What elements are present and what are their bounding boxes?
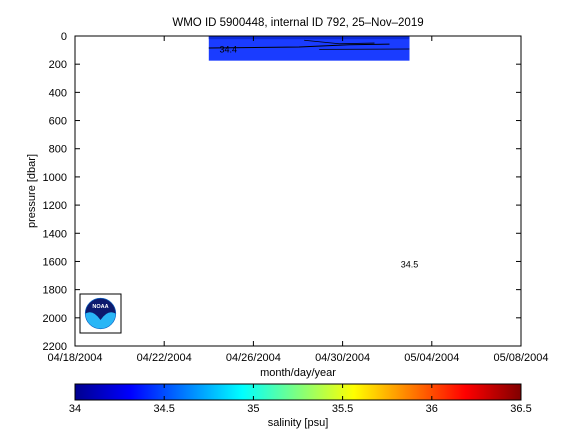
y-tick-label: 1600 bbox=[43, 256, 67, 268]
x-tick-label: 04/22/2004 bbox=[137, 352, 192, 364]
y-tick-label: 1400 bbox=[43, 228, 67, 240]
colorbar: 34 34.5 35 35.5 36 36.5 salinity [psu] bbox=[69, 383, 532, 429]
chart-title: WMO ID 5900448, internal ID 792, 25–Nov–… bbox=[172, 17, 423, 29]
y-tick-label: 200 bbox=[49, 59, 67, 71]
svg-text:NOAA: NOAA bbox=[92, 304, 108, 310]
salinity-contour-line bbox=[208, 43, 390, 49]
colorbar-tick-label: 35 bbox=[247, 403, 259, 415]
noaa-logo: NOAA bbox=[79, 293, 122, 334]
x-axis: 04/18/2004 04/22/2004 04/26/2004 04/30/2004… bbox=[47, 36, 549, 364]
colorbar-tick-label: 34.5 bbox=[153, 403, 174, 415]
y-tick-label: 800 bbox=[49, 144, 67, 156]
colorbar-label: salinity [psu] bbox=[268, 417, 329, 429]
x-tick-label: 05/04/2004 bbox=[404, 352, 459, 364]
x-tick-label: 04/18/2004 bbox=[47, 352, 102, 364]
y-tick-label: 2200 bbox=[43, 341, 67, 353]
y-tick-label: 1200 bbox=[43, 200, 67, 212]
y-tick-label: 0 bbox=[61, 31, 67, 43]
y-tick-label: 400 bbox=[49, 87, 67, 99]
x-tick-label: 04/26/2004 bbox=[226, 352, 281, 364]
y-axis: 0 200 400 600 800 1000 1200 1400 1600 1800 2000 220… bbox=[43, 31, 521, 353]
y-tick-label: 600 bbox=[49, 116, 67, 128]
y-axis-label: pressure [dbar] bbox=[26, 154, 38, 228]
plot-frame bbox=[74, 35, 522, 347]
colorbar-tick-label: 36 bbox=[426, 403, 438, 415]
plot-background bbox=[75, 36, 521, 346]
salinity-contour-line bbox=[304, 39, 375, 45]
salinity-field bbox=[208, 36, 410, 61]
plot-area: 34.4 34.5 bbox=[74, 35, 522, 347]
data-layer: 34.4 34.5 bbox=[208, 36, 419, 269]
colorbar-tick-label: 36.5 bbox=[510, 403, 531, 415]
y-tick-label: 2000 bbox=[43, 313, 67, 325]
x-tick-label: 05/08/2004 bbox=[493, 352, 548, 364]
x-axis-label: month/day/year bbox=[260, 367, 336, 379]
colorbar-gradient bbox=[74, 383, 522, 401]
contour-label: 34.4 bbox=[220, 44, 238, 54]
colorbar-tick-label: 34 bbox=[69, 403, 81, 415]
y-tick-label: 1800 bbox=[43, 285, 67, 297]
salinity-field-surface bbox=[208, 36, 410, 40]
colorbar-ticks: 34 34.5 35 35.5 36 36.5 bbox=[69, 384, 532, 415]
x-tick-label: 04/30/2004 bbox=[315, 352, 370, 364]
y-tick-label: 1000 bbox=[43, 172, 67, 184]
colorbar-tick-label: 35.5 bbox=[332, 403, 353, 415]
contour-label: 34.5 bbox=[401, 259, 419, 269]
